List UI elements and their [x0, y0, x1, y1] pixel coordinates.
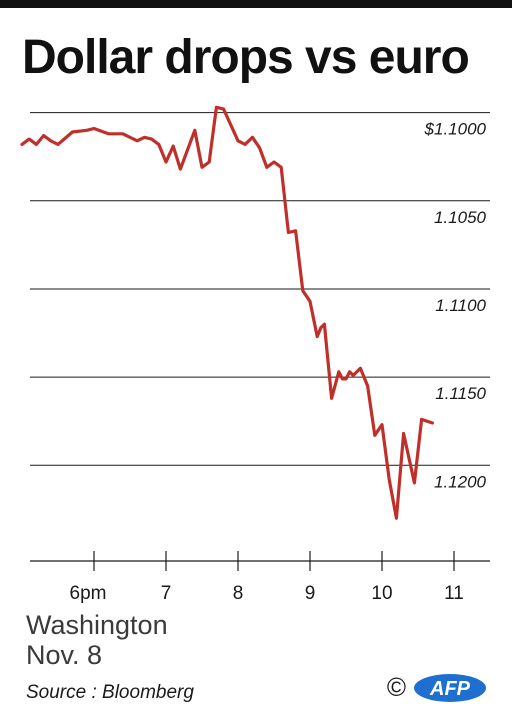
afp-logo: AFP — [414, 673, 486, 702]
data-point — [402, 432, 405, 435]
y-tick-labels: $1.1000 1.1050 1.1100 1.1150 1.1200 — [424, 120, 487, 492]
data-point — [374, 434, 376, 437]
data-point — [395, 517, 398, 519]
data-point — [258, 147, 261, 149]
data-point — [21, 143, 23, 146]
data-point — [309, 300, 311, 303]
location-date: Washington Nov. 8 — [26, 610, 168, 670]
data-point — [194, 129, 196, 132]
data-point — [366, 385, 369, 387]
data-point — [222, 108, 225, 110]
data-point — [172, 145, 174, 147]
gridlines — [30, 112, 490, 466]
y-tick-label: 1.1150 — [435, 384, 486, 403]
y-tick-label: 1.1200 — [434, 472, 487, 491]
data-point — [165, 161, 167, 163]
data-point — [244, 143, 246, 146]
data-point — [352, 374, 355, 377]
x-tick-label: 9 — [305, 583, 316, 604]
data-point — [287, 231, 290, 234]
location-label: Washington — [26, 610, 168, 640]
data-point — [86, 129, 88, 132]
data-point — [413, 482, 416, 484]
data-point — [345, 378, 347, 380]
data-point — [273, 161, 275, 163]
data-point — [50, 140, 52, 142]
credit: © AFP — [387, 672, 486, 703]
data-point — [341, 378, 344, 380]
x-tick-label: 6pm — [70, 583, 107, 604]
data-point — [323, 323, 326, 326]
data-point — [348, 371, 351, 373]
data-point — [431, 422, 434, 424]
data-point — [208, 161, 210, 163]
data-point — [302, 289, 304, 292]
data-point — [388, 478, 391, 481]
data-point — [107, 132, 110, 135]
data-point — [330, 397, 333, 400]
date-label: Nov. 8 — [26, 640, 103, 670]
data-point — [136, 140, 138, 142]
data-point — [57, 143, 59, 146]
data-point — [122, 132, 124, 135]
data-point — [237, 140, 239, 142]
data-point — [93, 127, 95, 130]
x-tick-label: 8 — [233, 583, 244, 604]
data-point — [35, 143, 38, 146]
afp-logo-text: AFP — [429, 678, 471, 700]
data-point — [381, 423, 383, 426]
data-point — [143, 136, 146, 139]
data-point — [28, 138, 31, 140]
data-point — [71, 131, 74, 133]
y-tick-label: 1.1100 — [435, 296, 486, 315]
x-axis: 6pm 7 8 9 10 11 — [30, 551, 490, 604]
source-label: Source : Bloomberg — [26, 682, 194, 703]
data-point — [158, 143, 160, 146]
price-line — [20, 105, 434, 520]
x-tick-label: 7 — [161, 583, 172, 604]
data-point — [316, 335, 319, 338]
data-point — [359, 367, 362, 370]
y-tick-label: $1.1000 — [424, 120, 487, 139]
data-point — [294, 229, 297, 232]
data-point — [42, 134, 45, 137]
data-point — [420, 418, 423, 421]
data-point — [215, 106, 218, 109]
chart-title: Dollar drops vs euro — [22, 31, 470, 84]
x-tick-label: 11 — [444, 583, 464, 604]
data-point — [150, 138, 153, 140]
afp-logo-shape — [414, 673, 486, 702]
x-tick-label: 10 — [371, 583, 392, 604]
data-point — [201, 166, 203, 169]
copyright-symbol: © — [386, 672, 406, 702]
data-point — [251, 136, 254, 139]
y-tick-label: 1.1050 — [434, 208, 487, 227]
data-point — [266, 166, 268, 169]
data-point — [338, 371, 340, 373]
top-rule — [0, 0, 512, 8]
data-point — [179, 168, 182, 170]
data-point — [320, 326, 322, 329]
data-point — [280, 166, 283, 169]
price-line-path — [20, 105, 434, 520]
